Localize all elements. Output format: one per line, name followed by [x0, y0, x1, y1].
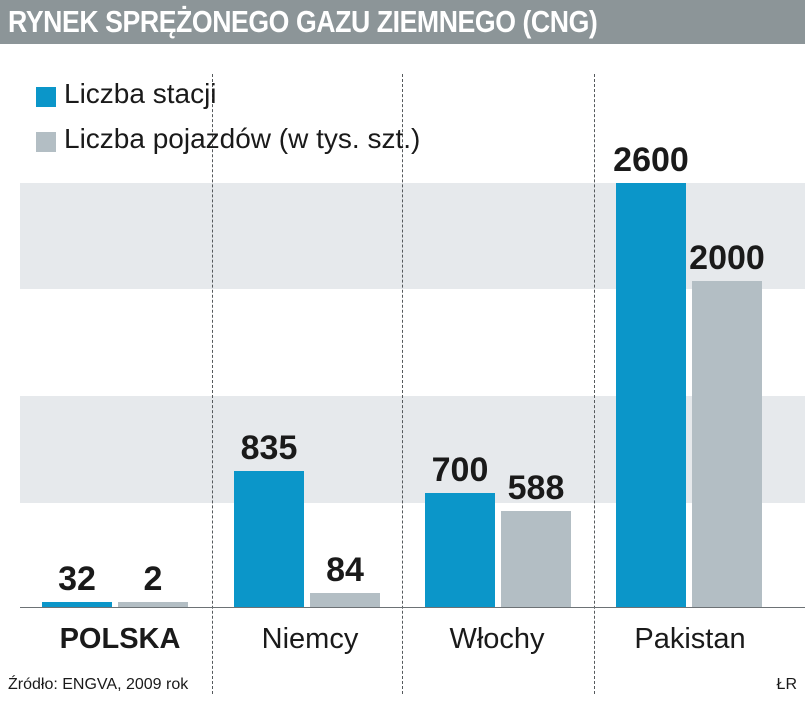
category-label-wlochy: Włochy	[449, 623, 545, 655]
grid-band	[20, 74, 805, 183]
legend-swatch-stations	[36, 87, 56, 107]
category-divider	[212, 74, 213, 694]
bar-stations-niemcy	[234, 470, 304, 607]
category-label-pakistan: Pakistan	[634, 623, 746, 655]
bar-vehicles-niemcy	[310, 593, 380, 607]
category-divider	[594, 74, 595, 694]
bar-vehicles-polska	[118, 602, 188, 607]
bar-vehicles-włochy	[501, 511, 571, 607]
value-label-stations-niemcy: 835	[240, 428, 298, 467]
value-label-vehicles-pakistan: 2000	[689, 238, 765, 277]
bar-stations-polska	[42, 601, 112, 607]
value-label-vehicles-polska: 2	[143, 560, 163, 598]
bar-stations-pakistan	[616, 183, 686, 607]
legend-swatch-vehicles	[36, 132, 56, 152]
title-bar: RYNEK SPRĘŻONEGO GAZU ZIEMNEGO (CNG)	[0, 0, 805, 44]
category-label-niemcy: Niemcy	[261, 623, 359, 655]
bar-vehicles-pakistan	[692, 280, 762, 607]
legend-label-stations: Liczba stacji	[64, 78, 217, 109]
legend-label-vehicles: Liczba pojazdów (w tys. szt.)	[64, 123, 421, 154]
value-label-vehicles-niemcy: 84	[326, 551, 364, 590]
grid-band	[20, 289, 805, 396]
chart-title: RYNEK SPRĘŻONEGO GAZU ZIEMNEGO (CNG)	[8, 4, 598, 39]
category-label-polska: POLSKA	[59, 623, 181, 655]
author-note: ŁR	[776, 676, 797, 693]
value-label-stations-pakistan: 2600	[613, 141, 689, 179]
value-label-stations-włochy: 700	[431, 450, 489, 489]
value-label-vehicles-włochy: 588	[507, 469, 565, 508]
category-divider	[402, 74, 403, 694]
source-note: Źródło: ENGVA, 2009 rok	[8, 676, 189, 693]
bar-stations-włochy	[425, 492, 495, 607]
value-label-stations-polska: 32	[58, 559, 96, 598]
x-axis-baseline	[20, 607, 805, 608]
